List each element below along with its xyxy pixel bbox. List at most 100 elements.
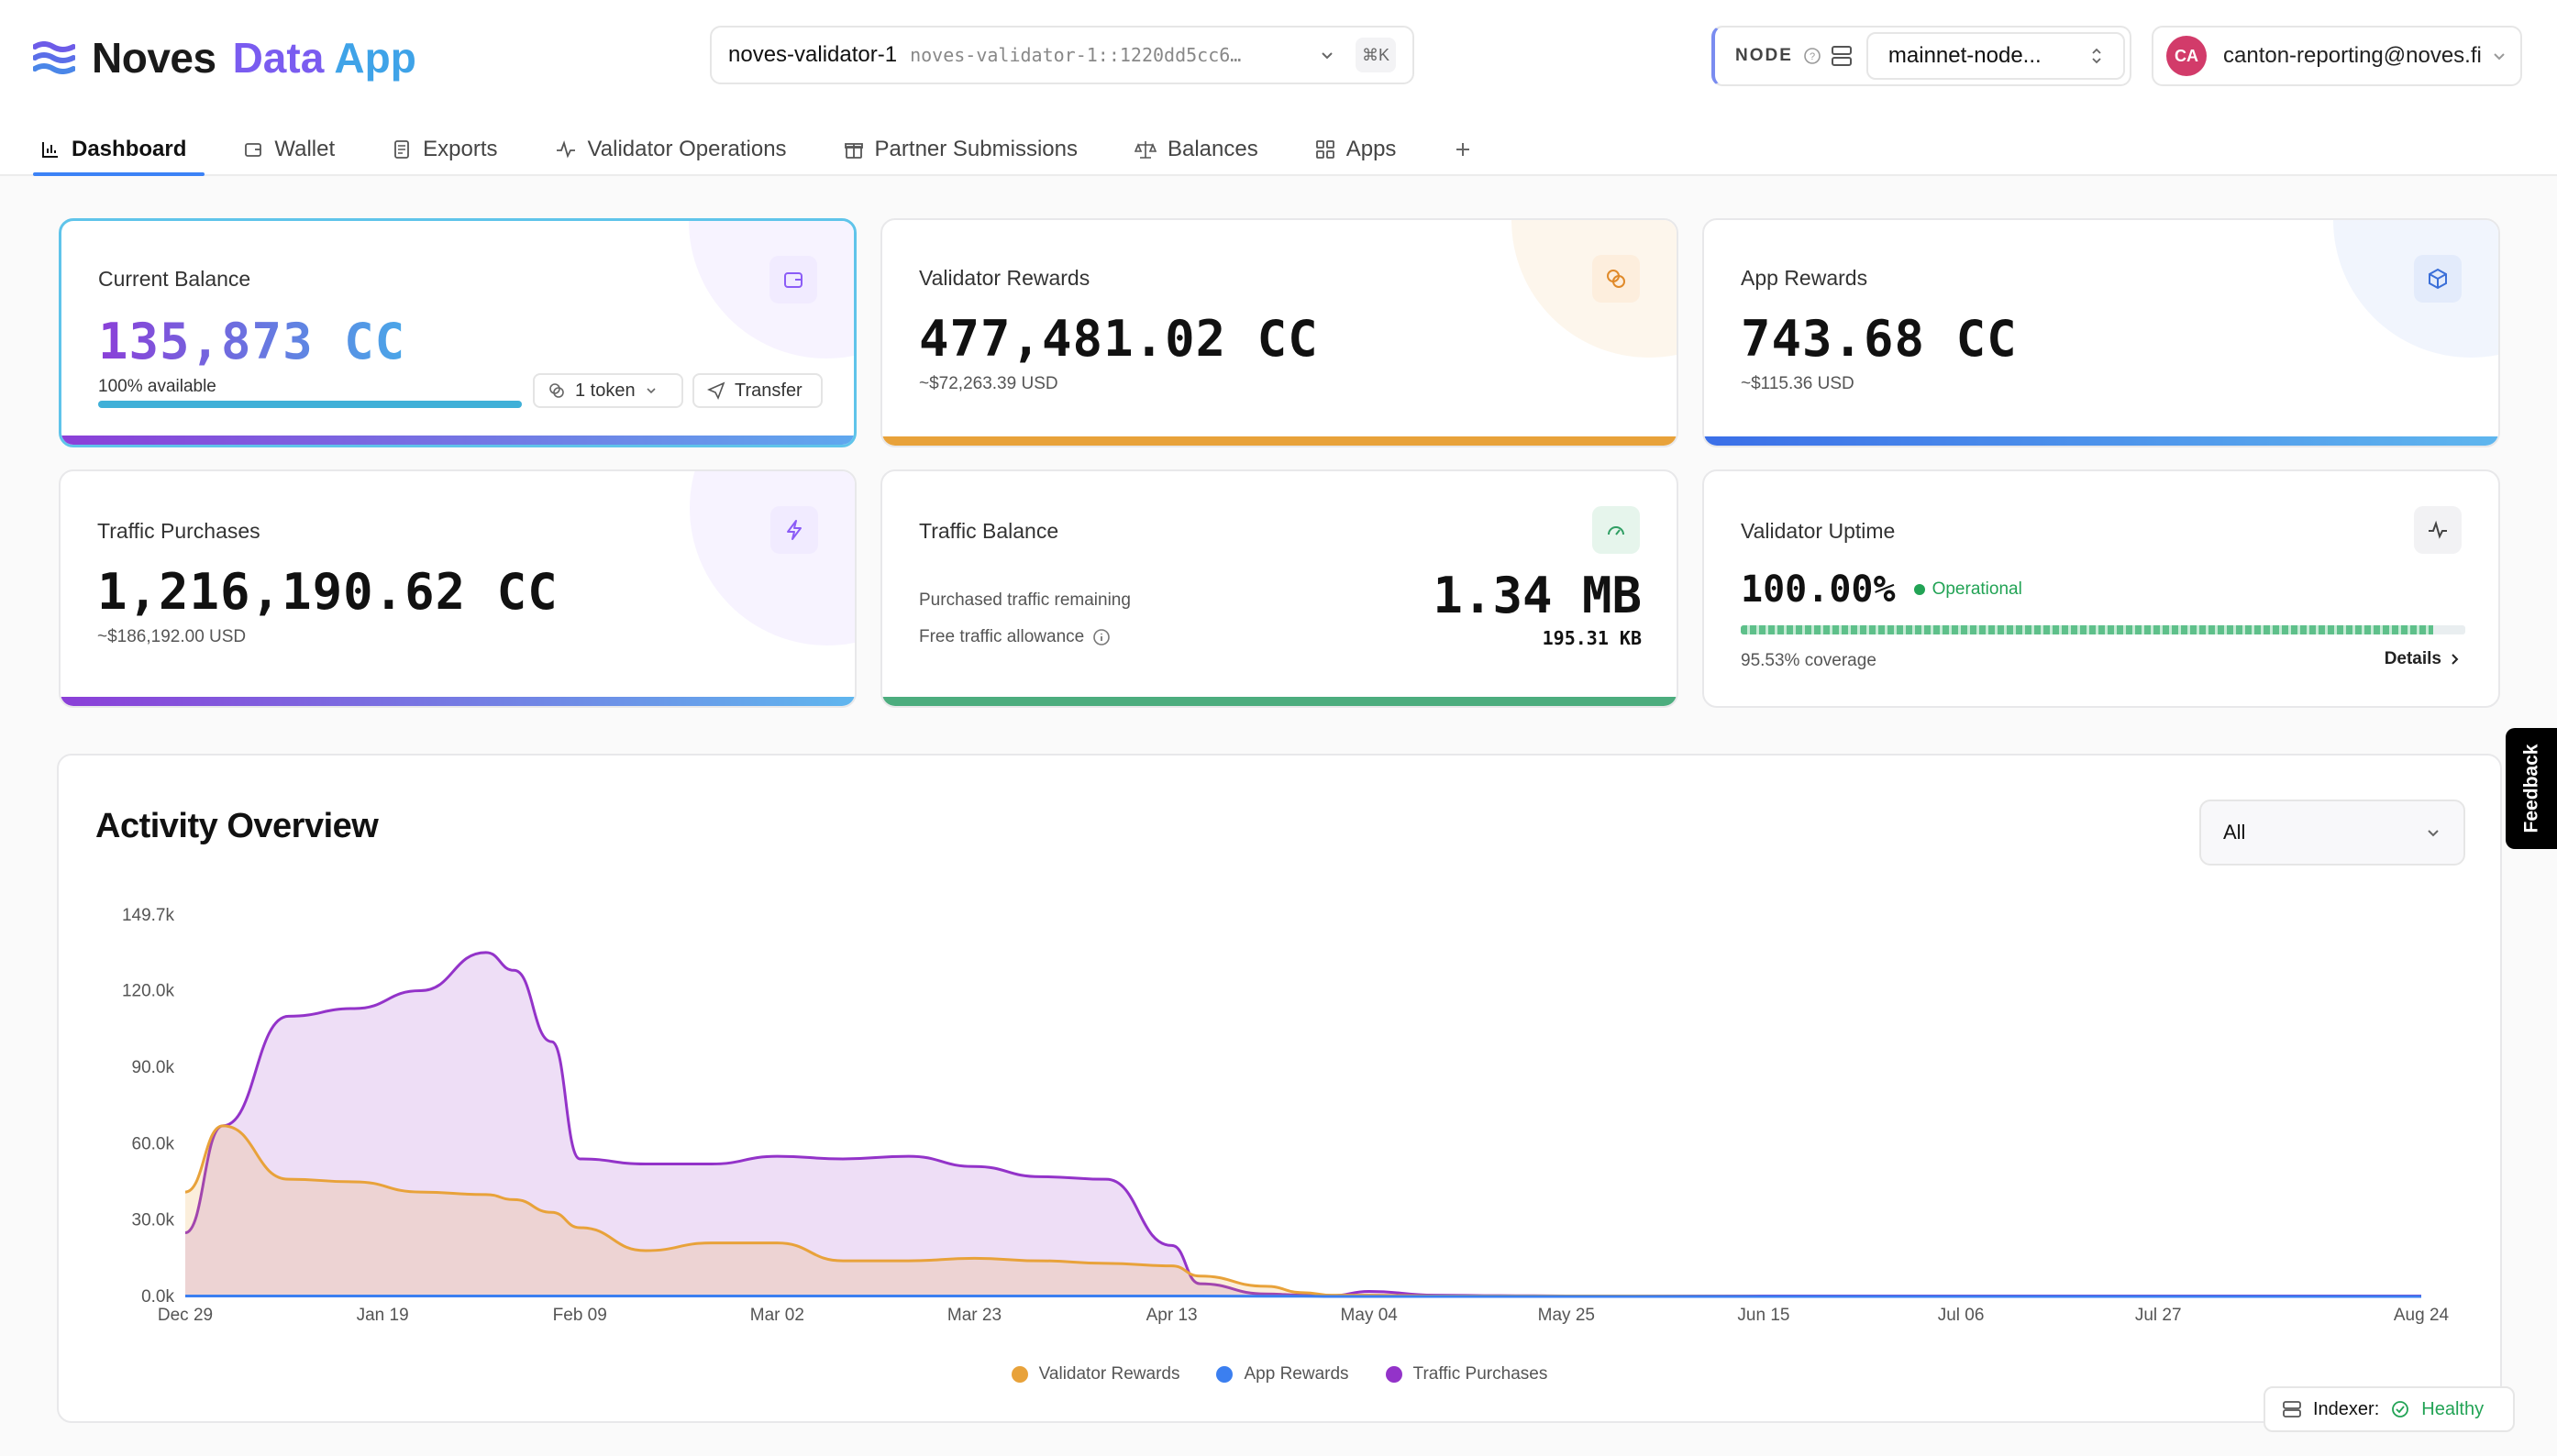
chevron-down-icon (1322, 52, 1333, 60)
tab-wallet[interactable]: Wallet (243, 123, 335, 176)
indexer-status-value: Healthy (2421, 1398, 2485, 1419)
tab-label: Validator Operations (587, 137, 787, 161)
validator-rewards-usd: ~$72,263.39 USD (919, 374, 1058, 393)
token-dropdown[interactable]: 1 token (533, 373, 683, 408)
validator-id: noves-validator-1::1220dd5cc6… (910, 44, 1242, 66)
chevron-down-icon (647, 388, 656, 394)
indexer-status[interactable]: Indexer: Healthy (2264, 1386, 2515, 1432)
legend-dot (1385, 1366, 1402, 1383)
free-traffic-row: Free traffic allowance (919, 627, 1112, 647)
validator-rewards-card[interactable]: Validator Rewards 477,481.02 CC ~$72,263… (880, 218, 1678, 447)
activity-filter-select[interactable]: All (2199, 800, 2465, 866)
details-link[interactable]: Details (2385, 649, 2462, 669)
x-tick-label: Jul 27 (2135, 1306, 2182, 1324)
card-title: Current Balance (98, 267, 251, 291)
tab-dashboard[interactable]: Dashboard (32, 123, 205, 176)
validator-selector[interactable]: noves-validator-1 noves-validator-1::122… (710, 26, 1414, 84)
card-accent-bar (882, 697, 1677, 706)
x-tick-label: Apr 13 (1146, 1306, 1198, 1324)
status-badge: Operational (1932, 579, 2022, 599)
help-circle-icon[interactable]: ? (1802, 46, 1822, 66)
gift-icon (844, 143, 863, 159)
gauge-icon (1608, 526, 1624, 535)
app-logo[interactable]: Noves Data App (33, 33, 416, 83)
card-icon-box (1592, 255, 1640, 303)
card-title: Traffic Balance (919, 519, 1059, 543)
tab-label: Dashboard (72, 137, 187, 161)
validator-rewards-value: 477,481.02 CC (919, 310, 1319, 368)
cube-icon (2429, 268, 2447, 290)
chevron-down-icon (2428, 830, 2439, 837)
indexer-label: Indexer: (2313, 1398, 2380, 1419)
command-k-shortcut[interactable]: ⌘K (1356, 38, 1396, 72)
card-icon-box (1592, 506, 1640, 554)
lightning-icon (787, 520, 802, 540)
purchased-traffic-value: 1.34 MB (1433, 567, 1642, 624)
uptime-coverage-fill (1741, 625, 2433, 634)
validator-uptime-card[interactable]: Validator Uptime 100.00% Operational 95.… (1702, 469, 2500, 708)
feedback-button[interactable]: Feedback (2506, 728, 2557, 849)
y-tick-label: 120.0k (122, 982, 175, 1001)
node-select-value: mainnet-node... (1887, 43, 2042, 68)
activity-icon (556, 140, 575, 159)
card-title: App Rewards (1741, 266, 1868, 290)
transfer-label: Transfer (735, 380, 803, 401)
app-rewards-usd: ~$115.36 USD (1741, 374, 1854, 393)
available-progress-fill (98, 401, 522, 408)
chevron-updown-icon (2092, 48, 2101, 64)
coins-icon (549, 383, 564, 398)
activity-chart: 0.0k 30.0k 60.0k 90.0k 120.0k 149.7k Dec 29 Jan… (122, 906, 2450, 1324)
tab-exports[interactable]: Exports (392, 123, 498, 176)
send-icon (707, 381, 725, 400)
card-accent-bar (882, 436, 1677, 446)
legend-item-app-rewards[interactable]: App Rewards (1216, 1364, 1349, 1384)
current-balance-card[interactable]: Current Balance 135,873 CC 100% availabl… (59, 218, 857, 447)
x-tick-label: Jan 19 (357, 1306, 409, 1324)
add-tab-button[interactable] (1453, 123, 1473, 176)
details-label: Details (2384, 649, 2441, 668)
app-rewards-card[interactable]: App Rewards 743.68 CC ~$115.36 USD (1702, 218, 2500, 447)
check-circle-icon (2392, 1401, 2409, 1417)
y-tick-label: 149.7k (122, 906, 175, 925)
info-icon[interactable] (1091, 627, 1112, 647)
tab-balances[interactable]: Balances (1134, 123, 1258, 176)
traffic-purchases-card[interactable]: Traffic Purchases 1,216,190.62 CC ~$186,… (59, 469, 857, 708)
grid-icon (1315, 140, 1334, 159)
x-tick-label: Jul 06 (1938, 1306, 1985, 1324)
traffic-purchases-usd: ~$186,192.00 USD (97, 627, 247, 646)
card-accent-bar (1704, 436, 2498, 446)
free-traffic-value: 195.31 KB (1542, 627, 1642, 649)
bar-chart-icon (42, 142, 58, 158)
legend-dot (1216, 1366, 1234, 1383)
card-accent-bar (61, 436, 854, 445)
activity-icon (2429, 520, 2447, 539)
current-balance-value: 135,873 CC (98, 313, 406, 370)
logo-text-noves: Noves (92, 34, 216, 82)
legend-item-traffic-purchases[interactable]: Traffic Purchases (1385, 1364, 1547, 1384)
user-menu[interactable]: CA canton-reporting@noves.fi (2152, 26, 2522, 86)
uptime-row: 100.00% Operational (1741, 568, 2022, 611)
node-select[interactable]: mainnet-node... (1865, 32, 2125, 80)
server-icon (2283, 1401, 2301, 1417)
server-icon (1831, 46, 1852, 66)
x-tick-label: May 04 (1341, 1306, 1399, 1324)
x-tick-label: Aug 24 (2394, 1306, 2450, 1324)
node-selector-group: NODE ? mainnet-node... (1711, 26, 2131, 86)
free-traffic-label: Free traffic allowance (919, 627, 1085, 646)
y-tick-label: 90.0k (132, 1058, 175, 1077)
noves-logo-icon (33, 41, 75, 74)
tab-label: Apps (1345, 137, 1397, 161)
tab-apps[interactable]: Apps (1315, 123, 1397, 176)
tab-partner-submissions[interactable]: Partner Submissions (844, 123, 1078, 176)
traffic-balance-card[interactable]: Traffic Balance Purchased traffic remain… (880, 469, 1678, 708)
activity-title: Activity Overview (95, 807, 379, 845)
tab-validator-operations[interactable]: Validator Operations (555, 123, 787, 176)
feedback-label: Feedback (2520, 744, 2542, 833)
transfer-button[interactable]: Transfer (692, 373, 823, 408)
card-title: Validator Rewards (919, 266, 1090, 290)
x-tick-label: Feb 09 (553, 1306, 607, 1324)
user-email: canton-reporting@noves.fi (2223, 43, 2482, 68)
activity-overview-panel: Activity Overview All 0.0k 30.0k 60.0k 90.0… (57, 754, 2502, 1423)
legend-item-validator-rewards[interactable]: Validator Rewards (1011, 1364, 1179, 1384)
card-icon-box (2414, 255, 2462, 303)
